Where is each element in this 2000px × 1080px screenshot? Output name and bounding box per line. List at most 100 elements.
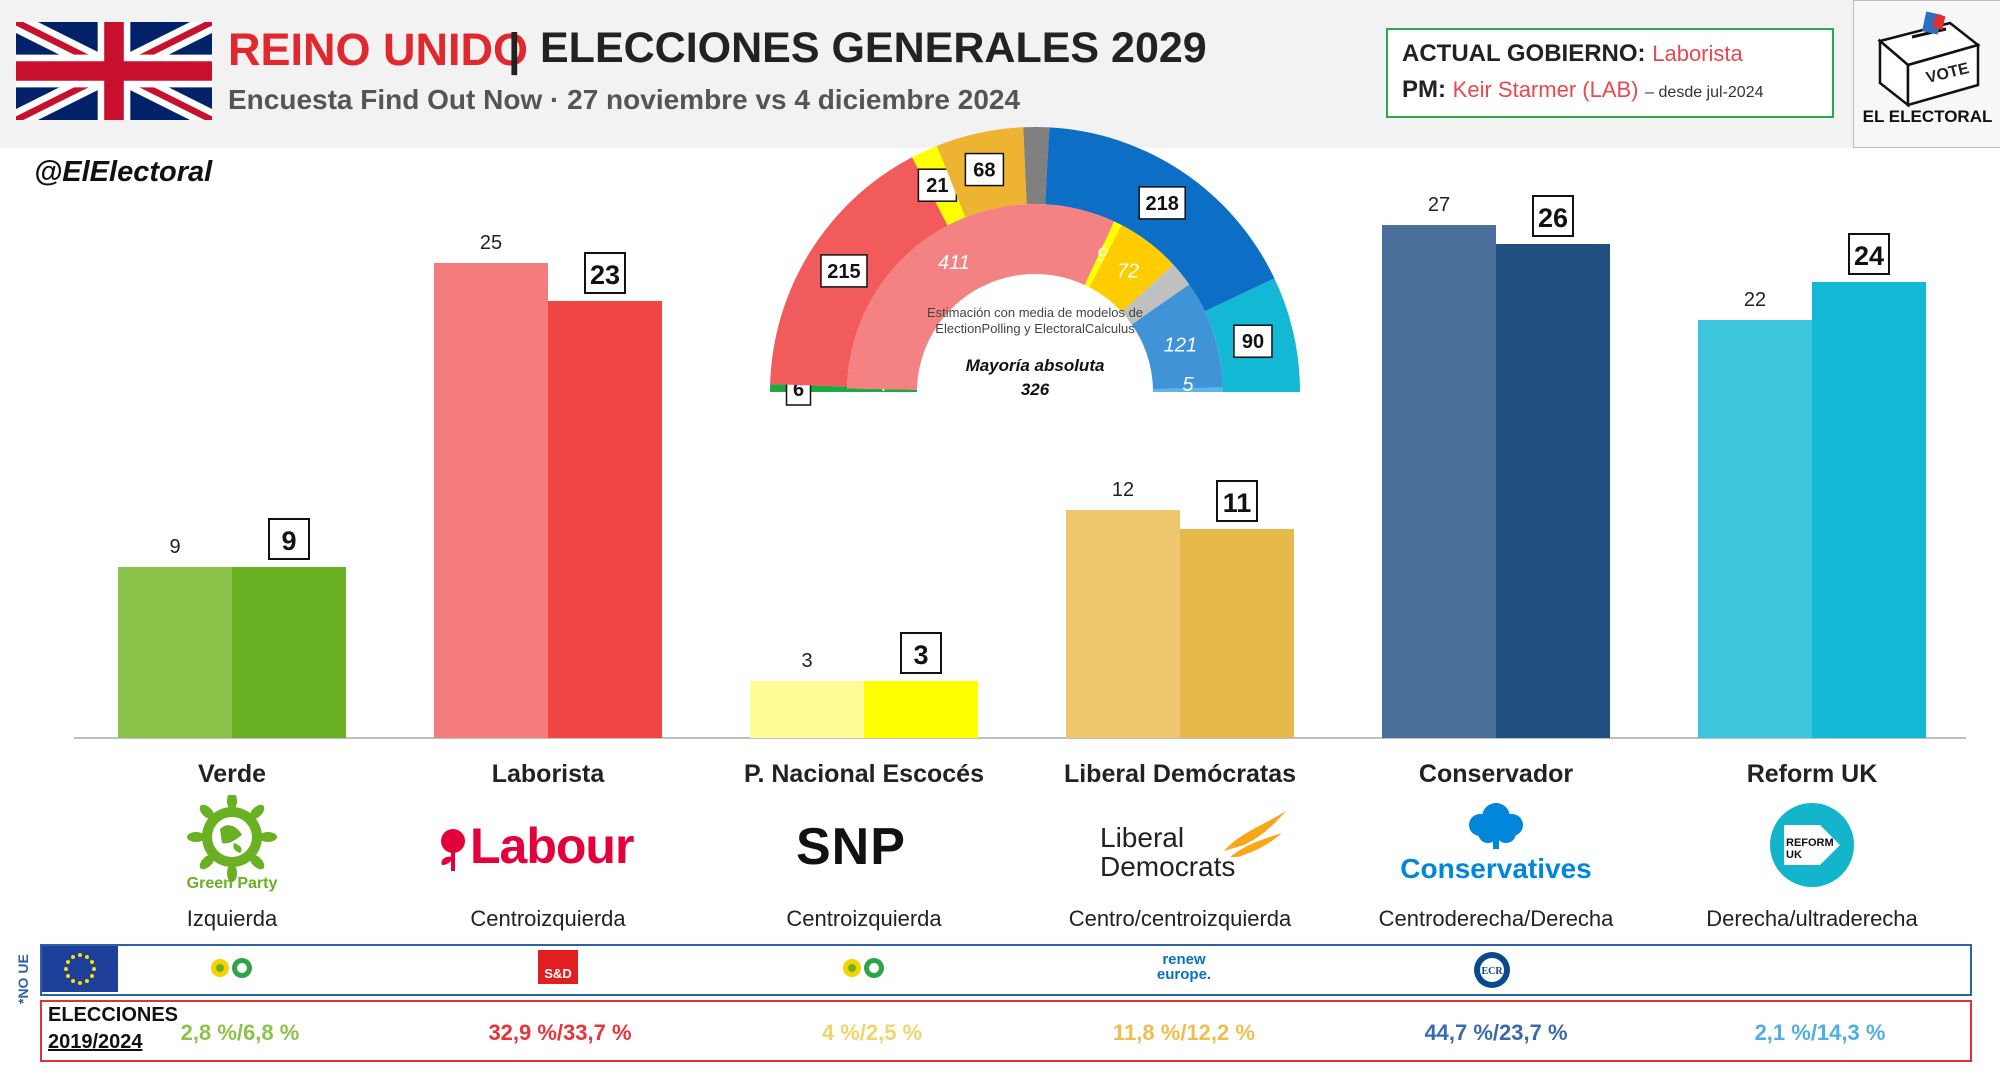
- conservatives-logo-text: Conservatives: [1400, 853, 1592, 884]
- labour-logo: Labour: [438, 795, 658, 895]
- reform-arrow-icon: [1770, 803, 1854, 887]
- ideology-snp: Centroizquierda: [786, 906, 942, 931]
- greens-efa-icon: [196, 950, 276, 986]
- gov-value: Laborista: [1652, 41, 1743, 66]
- bar-reform-series1: [1698, 320, 1812, 738]
- eu-flag-icon: [42, 946, 118, 992]
- majority-label: Mayoría absoluta: [965, 356, 1105, 375]
- bar-libdem-series1: [1066, 510, 1180, 738]
- bar-reform-series2: [1812, 282, 1926, 738]
- party-name-snp: P. Nacional Escocés: [744, 760, 984, 788]
- ballot-box-icon: [1877, 11, 1981, 108]
- bar-label-libdem-series2: 11: [1223, 488, 1252, 518]
- hemicycle-outer-label-box-3: [964, 152, 1005, 187]
- page-title: ELECCIONES GENERALES 2029: [540, 24, 1207, 72]
- pm-value: Keir Starmer (LAB): [1452, 77, 1639, 102]
- hemicycle-outer-segment-4: [1023, 126, 1050, 205]
- ecr-text: ECR: [1481, 966, 1503, 977]
- reform-logo: REFORM UK: [1702, 795, 1922, 895]
- tree-icon: [1469, 803, 1523, 849]
- hemicycle-inner-label-3: 72: [1117, 260, 1139, 282]
- party-name-verde: Verde: [197, 760, 267, 788]
- uk-flag-icon: [16, 22, 212, 120]
- election-result-laborista: 32,9 %/33,7 %: [488, 1020, 632, 1045]
- hemicycle-outer-label-3: 68: [973, 160, 995, 182]
- renew-europe-text: renew europe.: [1156, 951, 1212, 983]
- green-party-logo-text: Green Party: [186, 875, 278, 892]
- bar-label-box-conservador: [1532, 195, 1574, 237]
- hemicycle-outer-label-2: 21: [926, 175, 948, 197]
- ideology-conservador: Centroderecha/Derecha: [1378, 906, 1614, 931]
- bar-snp-series2: [864, 681, 978, 738]
- party-name-libdem: Liberal Demócratas: [1063, 760, 1297, 788]
- bar-conservador-series2: [1496, 244, 1610, 738]
- elections-label: ELECCIONES 2019/2024: [48, 1002, 178, 1056]
- gov-label: ACTUAL GOBIERNO:: [1402, 40, 1646, 67]
- bar-label-verde-series1: 9: [169, 536, 180, 558]
- ideology-reform: Derecha/ultraderecha: [1706, 906, 1918, 931]
- hemicycle-inner-label-1: 411: [938, 252, 970, 274]
- bar-laborista-series1: [434, 263, 548, 738]
- bar-label-box-snp: [900, 632, 942, 674]
- election-result-snp: 4 %/2,5 %: [821, 1020, 923, 1045]
- greens-efa-icon: [828, 950, 908, 986]
- conservatives-logo: Conservatives: [1386, 795, 1606, 895]
- hemicycle-inner-label-2: 9: [1097, 245, 1108, 267]
- bar-laborista-series2: [548, 301, 662, 738]
- el-electoral-logo: VOTE EL ELECTORAL: [1853, 0, 2000, 148]
- twitter-handle: @ElElectoral: [34, 156, 213, 188]
- hemicycle-inner-segment-3: [1089, 225, 1174, 313]
- majority-value: 326: [1020, 380, 1050, 399]
- libdem-logo-text: Liberal Democrats: [1100, 822, 1236, 882]
- renew-europe-icon: renew europe.: [1134, 950, 1234, 986]
- bar-label-snp-series2: 3: [913, 640, 928, 670]
- bar-label-reform-series2: 24: [1854, 241, 1884, 271]
- elections-label-line2: 2019/2024: [48, 1031, 143, 1053]
- hemicycle-inner-segment-1: [847, 203, 1115, 390]
- page-subtitle: Encuesta Find Out Now · 27 noviembre vs …: [228, 84, 1021, 115]
- bar-label-conservador-series2: 26: [1538, 203, 1568, 233]
- ideology-libdem: Centro/centroizquierda: [1068, 906, 1292, 931]
- hemicycle-inner-segment-2: [1084, 221, 1122, 288]
- hemicycle-inner-segment-0: [847, 388, 918, 392]
- hemicycle-inner-segment-5: [1131, 284, 1223, 390]
- title-country: REINO UNIDO: [228, 24, 529, 75]
- eu-groups-strip: [40, 944, 1972, 996]
- bar-label-laborista-series2: 23: [590, 260, 620, 290]
- ideology-laborista: Centroizquierda: [470, 906, 626, 931]
- reform-logo-text: REFORM UK: [1786, 837, 1834, 861]
- labour-logo-text: Labour: [470, 818, 634, 874]
- election-result-conservador: 44,7 %/23,7 %: [1424, 1020, 1568, 1045]
- logo-name: EL ELECTORAL: [1862, 107, 1993, 126]
- bar-label-conservador-series1: 27: [1428, 194, 1450, 216]
- hemicycle-outer-label-box-5: [1138, 186, 1186, 220]
- snp-logo: SNP: [754, 795, 974, 895]
- hemicycle-outer-label-5: 218: [1145, 193, 1178, 215]
- no-ue-text: *NO UE: [15, 954, 31, 1004]
- sunflower-globe-icon: [187, 792, 277, 882]
- bar-label-snp-series1: 3: [801, 650, 812, 672]
- bar-libdem-series2: [1180, 529, 1294, 738]
- bar-label-reform-series1: 22: [1744, 289, 1766, 311]
- libdem-logo: Liberal Democrats: [1070, 795, 1290, 895]
- party-name-reform: Reform UK: [1746, 760, 1878, 788]
- hemicycle-outer-label-box-6: [1233, 324, 1273, 358]
- bar-verde-series1: [118, 567, 232, 738]
- title-separator: |: [508, 24, 521, 75]
- bar-label-box-reform: [1848, 233, 1890, 275]
- bar-label-box-libdem: [1216, 480, 1258, 522]
- hemicycle-layer: 621521682189044119721215: [770, 126, 1301, 406]
- hemicycle-inner-label-6: 5: [1182, 374, 1194, 396]
- elections-row: [40, 1000, 1972, 1062]
- rose-icon: [441, 829, 465, 871]
- bar-conservador-series1: [1382, 225, 1496, 738]
- hemicycle-outer-label-0: 6: [793, 379, 804, 401]
- hemicycle-outer-label-6: 90: [1242, 331, 1264, 353]
- bar-label-verde-series2: 9: [281, 526, 296, 556]
- party-name-laborista: Laborista: [491, 760, 605, 788]
- bar-snp-series1: [750, 681, 864, 738]
- hemicycle-inner-label-5: 121: [1164, 334, 1197, 356]
- s-and-d-icon: S&D: [516, 950, 596, 986]
